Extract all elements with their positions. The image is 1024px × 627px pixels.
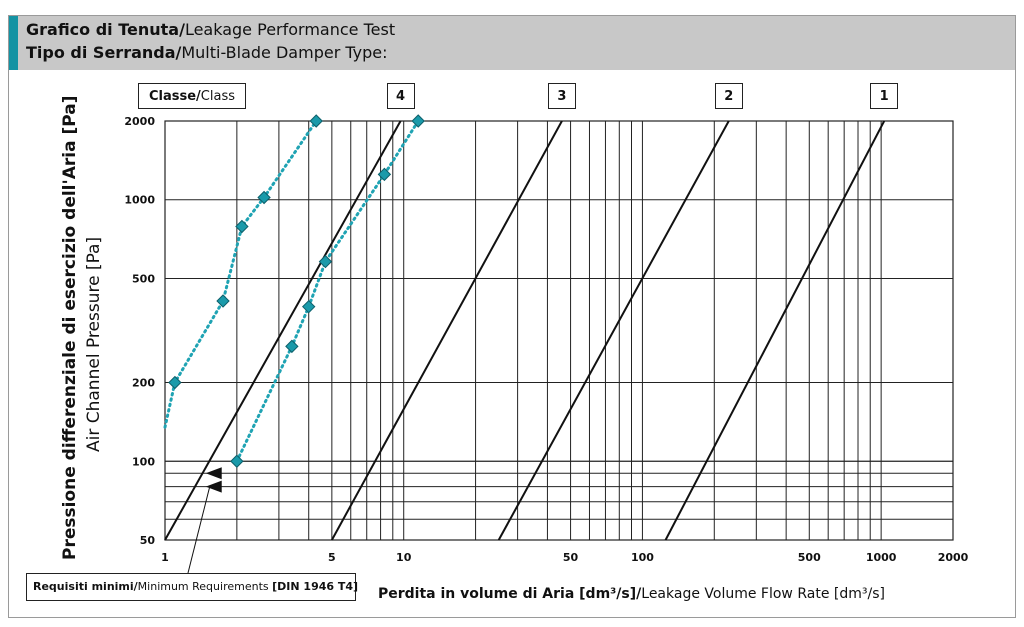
x-tick-label: 1 xyxy=(161,551,169,564)
x-tick-label: 100 xyxy=(631,551,654,564)
chart-frame xyxy=(8,15,1016,618)
x-tick-label: 1000 xyxy=(866,551,897,564)
y-tick-label: 2000 xyxy=(124,115,155,128)
series-line-1 xyxy=(163,119,318,429)
class-label-box: Classe/Class xyxy=(138,83,246,109)
class-label-3: 3 xyxy=(547,83,576,109)
series-point xyxy=(216,294,230,308)
y-tick-label: 200 xyxy=(132,377,155,390)
x-tick-label: 50 xyxy=(563,551,579,564)
series-point xyxy=(377,167,392,182)
series-point xyxy=(235,219,249,234)
y-tick-label: 500 xyxy=(132,272,155,285)
series-point xyxy=(230,454,244,468)
x-axis-title: Perdita in volume di Aria [dm³/s]/Leakag… xyxy=(378,586,885,602)
y-tick-label: 1000 xyxy=(124,194,155,207)
class-line-4 xyxy=(164,120,402,541)
series-line-2 xyxy=(235,119,420,463)
header-accent xyxy=(9,16,18,70)
series-point xyxy=(302,299,316,314)
series-point xyxy=(318,254,333,269)
x-tick-label: 5 xyxy=(328,551,336,564)
class-line-2 xyxy=(497,120,730,541)
x-tick-label: 2000 xyxy=(938,551,969,564)
class-label-1: 1 xyxy=(870,83,899,109)
series-point xyxy=(285,339,299,354)
x-tick-label: 500 xyxy=(798,551,821,564)
minimum-requirements-box: Requisiti minimi/Minimum Requirements [D… xyxy=(26,573,358,601)
class-line-1 xyxy=(664,120,886,541)
requirement-arrow xyxy=(205,480,222,493)
y-axis-subtitle: Air Channel Pressure [Pa] xyxy=(84,236,104,452)
class-label-4: 4 xyxy=(386,83,415,109)
series-point xyxy=(257,190,271,205)
series-point xyxy=(309,114,323,128)
header-bar xyxy=(9,16,1015,70)
x-tick-label: 10 xyxy=(396,551,412,564)
class-label-2: 2 xyxy=(714,83,743,109)
damper-type: Tipo di Serranda/Multi-Blade Damper Type… xyxy=(26,43,388,62)
y-axis-title: Pressione differenziale di esercizio del… xyxy=(60,95,80,560)
class-line-3 xyxy=(330,120,563,541)
y-tick-label: 50 xyxy=(140,534,156,547)
series-point xyxy=(411,114,425,128)
y-tick-label: 100 xyxy=(132,455,155,468)
chart-title: Grafico di Tenuta/Leakage Performance Te… xyxy=(26,20,396,39)
series-point xyxy=(168,375,182,390)
requirement-arrow xyxy=(205,467,222,480)
plot-border xyxy=(164,120,954,541)
requirement-leader xyxy=(187,486,211,574)
